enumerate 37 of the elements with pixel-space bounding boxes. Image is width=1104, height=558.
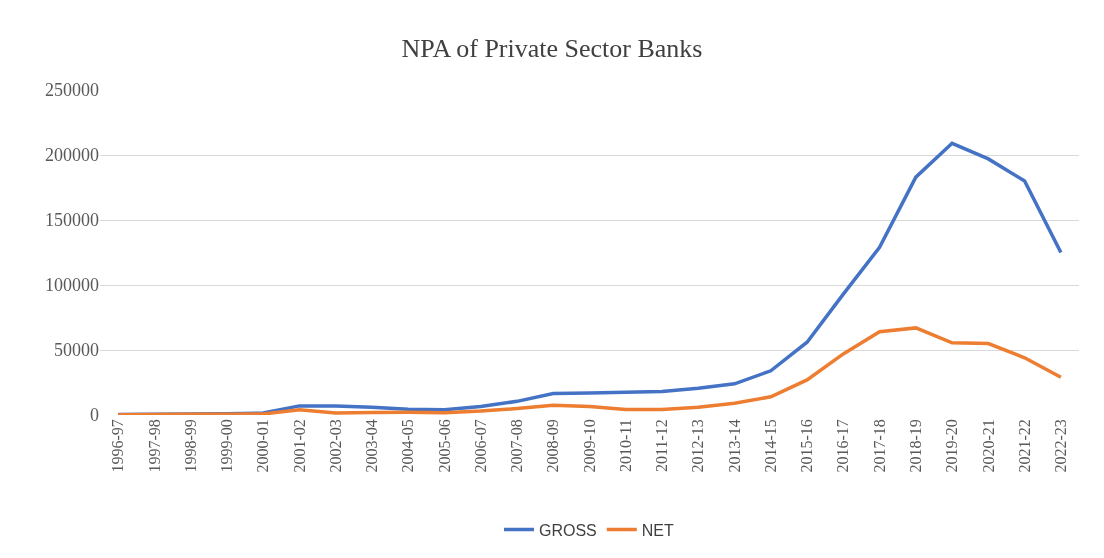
y-tick-label: 150000 <box>45 210 99 231</box>
chart-title: NPA of Private Sector Banks <box>401 34 703 64</box>
x-tick-label: 2020-21 <box>979 419 997 473</box>
x-tick-label: 2000-01 <box>254 419 272 473</box>
x-tick-label: 2007-08 <box>508 419 526 473</box>
x-tick-label: 1997-98 <box>145 419 163 473</box>
x-tick-label: 2011-12 <box>653 419 671 472</box>
x-tick-label: 2008-09 <box>544 419 562 473</box>
x-tick-label: 2002-03 <box>326 419 344 473</box>
legend-label: GROSS <box>539 521 597 539</box>
x-tick-label: 2009-10 <box>580 419 598 473</box>
x-tick-label: 2019-20 <box>943 419 961 473</box>
x-tick-label: 2014-15 <box>762 419 779 473</box>
x-tick-label: 2001-02 <box>290 419 308 473</box>
x-tick-label: 2021-22 <box>1015 419 1033 473</box>
x-tick-label: 2016-17 <box>834 419 852 473</box>
x-tick-label: 2017-18 <box>870 419 888 473</box>
x-tick-label: 1996-97 <box>109 419 127 473</box>
x-tick-label: 2005-06 <box>435 419 453 473</box>
x-tick-label: 1999-00 <box>218 419 236 473</box>
x-tick-label: 2022-23 <box>1052 419 1070 473</box>
x-tick-label: 2006-07 <box>471 419 489 473</box>
x-tick-label: 1998-99 <box>181 419 199 473</box>
x-tick-label: 2004-05 <box>399 419 417 473</box>
x-tick-label: 2018-19 <box>907 419 925 473</box>
legend-label: NET <box>641 521 675 539</box>
line-series <box>116 326 1063 415</box>
y-tick-label: 100000 <box>45 275 99 296</box>
y-tick-label: 50000 <box>54 340 99 361</box>
x-tick-label: 2013-14 <box>725 419 743 473</box>
x-tick-label: 2010-11 <box>616 419 634 472</box>
x-tick-label: 2003-04 <box>363 419 381 473</box>
y-tick-label: 250000 <box>45 80 99 101</box>
x-tick-label: 2012-13 <box>689 419 707 473</box>
x-tick-label: 2015-16 <box>798 419 816 473</box>
y-tick-label: 0 <box>90 405 99 426</box>
y-tick-label: 200000 <box>45 145 99 166</box>
